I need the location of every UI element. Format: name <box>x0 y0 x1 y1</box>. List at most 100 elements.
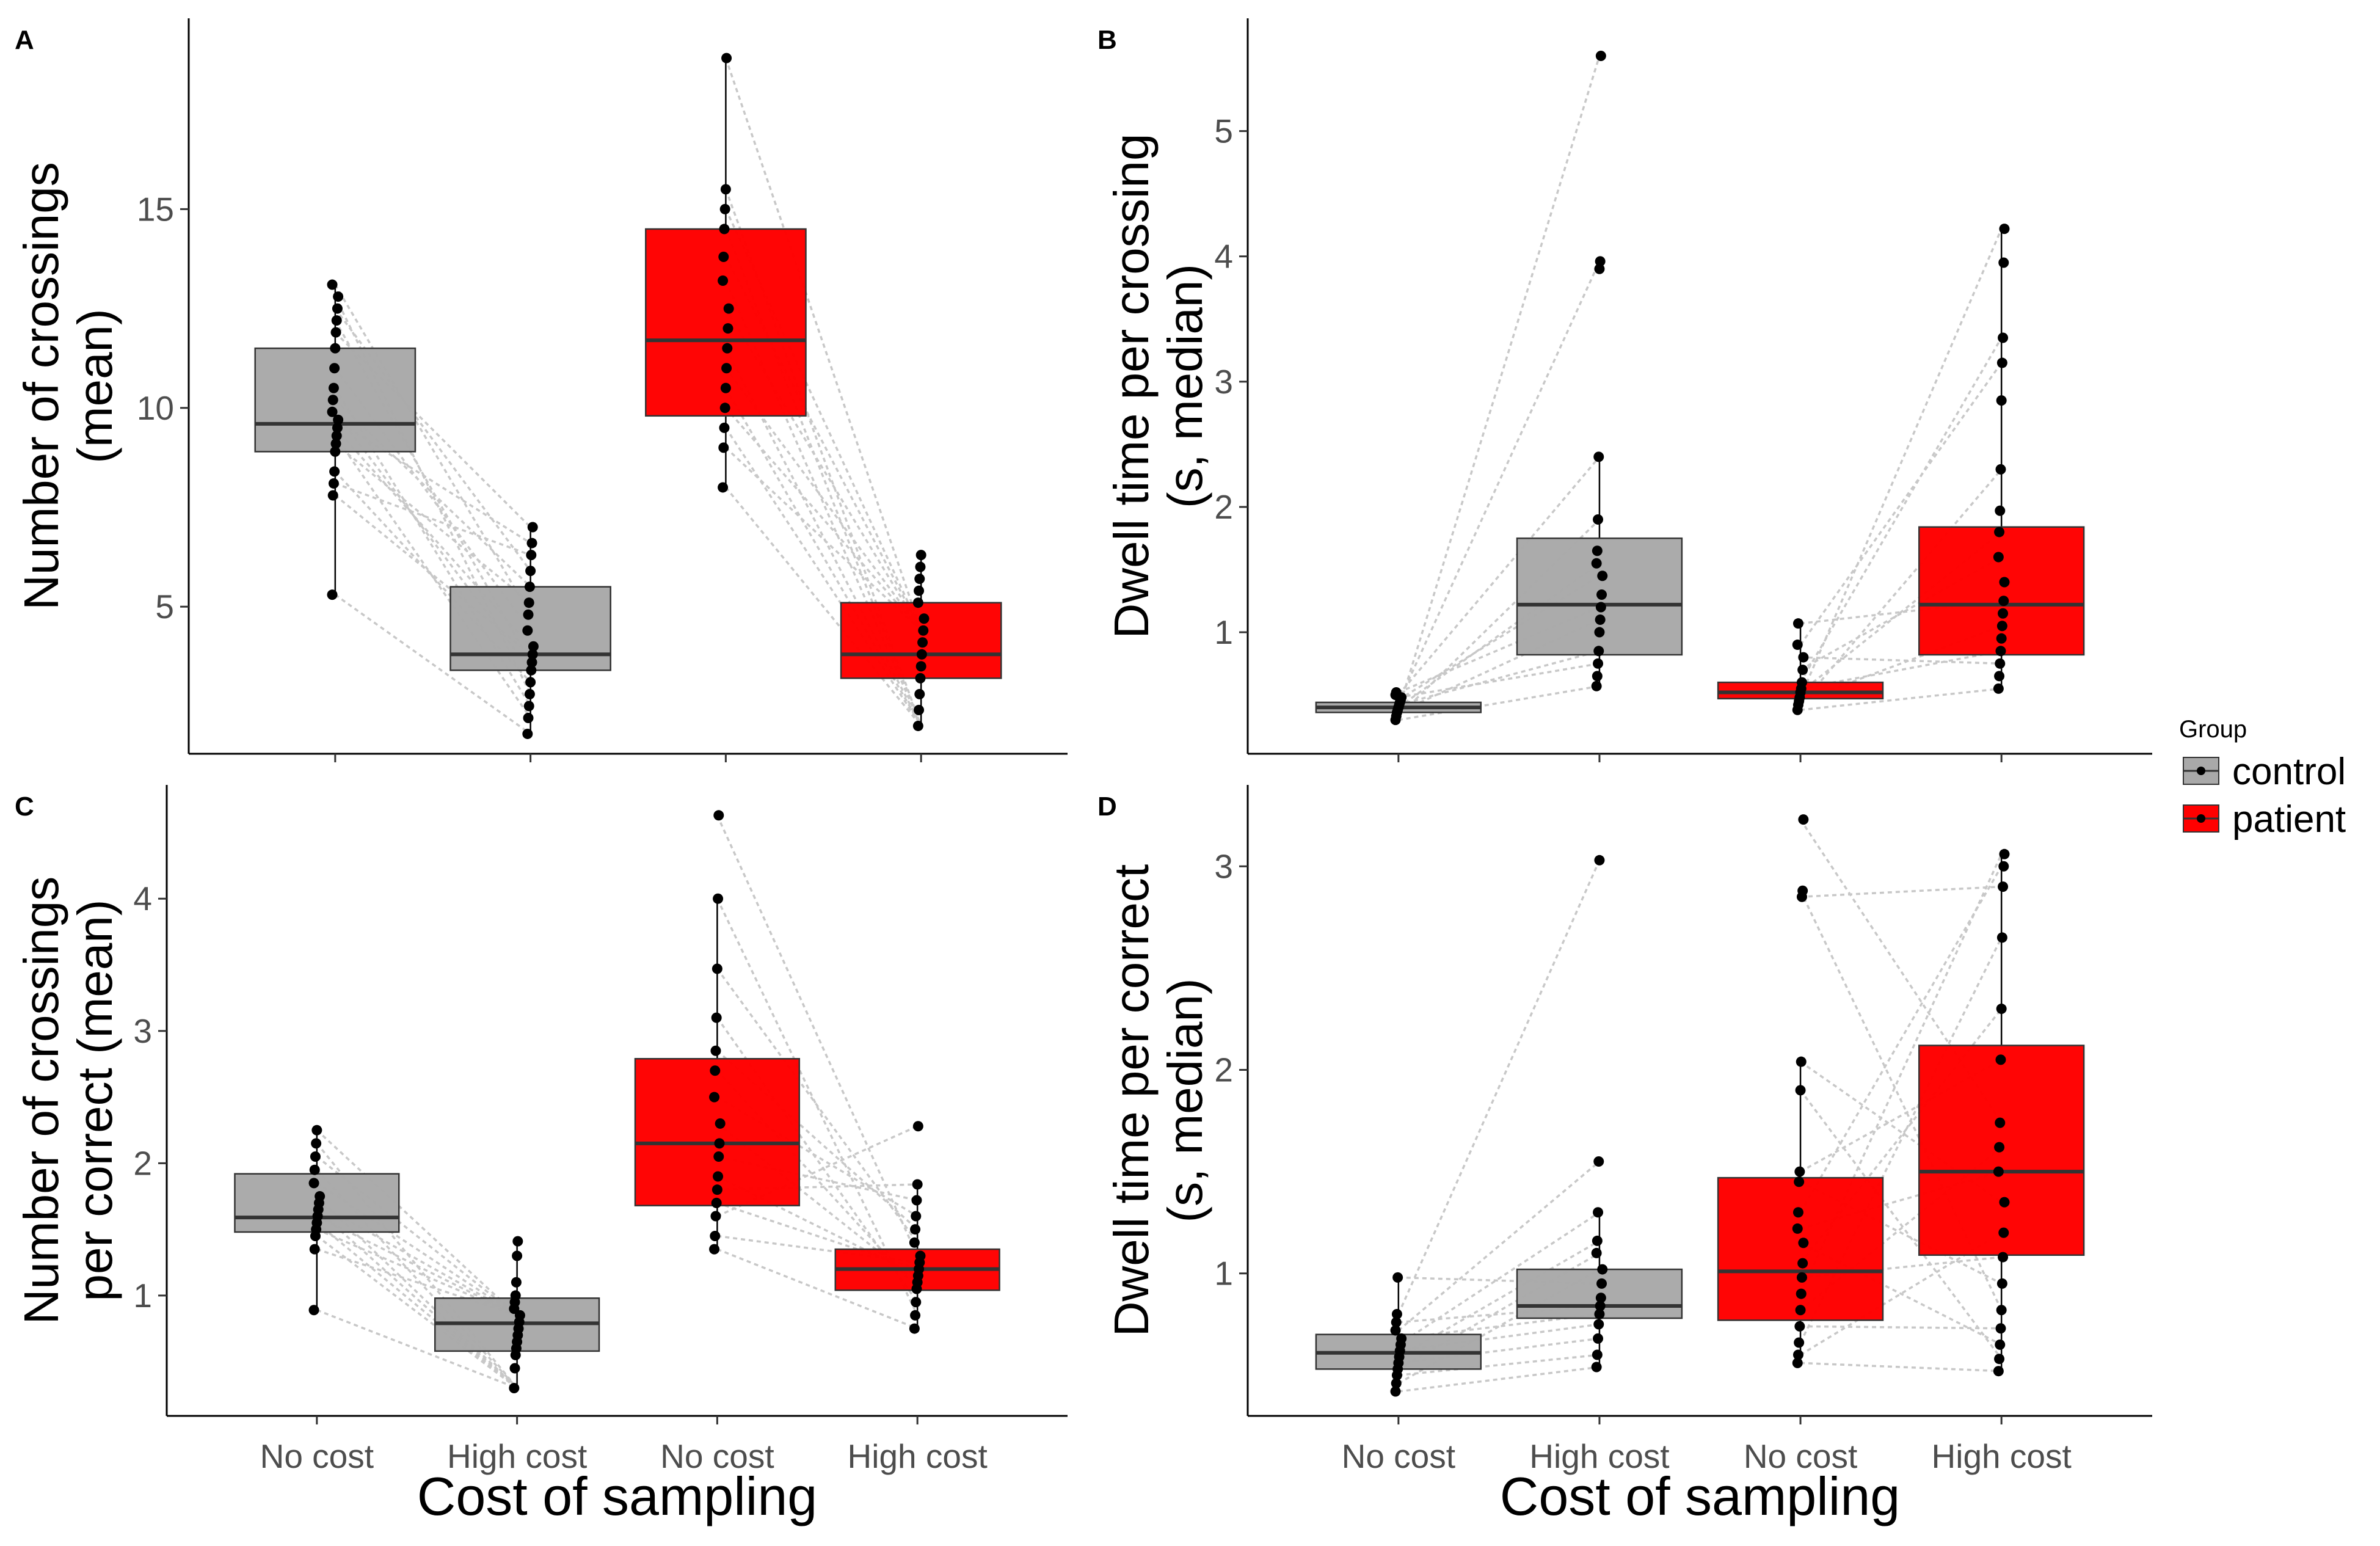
panel-a-point <box>915 673 926 684</box>
panel-a-point <box>917 637 928 648</box>
panel-a-pair-line <box>724 256 922 632</box>
panel-d-ylabel-line: Dwell time per correct <box>1104 864 1159 1337</box>
panel-b-point <box>1594 263 1605 274</box>
panel-b-point <box>1998 608 2009 619</box>
panel-c-pair-line <box>716 815 919 1256</box>
panel-a-point <box>523 597 534 608</box>
panel-b-pair-line <box>1398 685 1600 721</box>
panel-c-ylabel-line: Number of crossings <box>14 877 68 1325</box>
panel-a-point <box>327 589 338 600</box>
panel-c-point <box>311 1125 322 1136</box>
panel-a-point <box>522 728 533 739</box>
panel-b-pair-line <box>1397 562 1600 709</box>
panel-c-point <box>909 1323 920 1334</box>
panel-a-pair-line <box>725 447 922 632</box>
panel-d-point <box>1798 814 1809 825</box>
panel-a-point <box>719 203 730 214</box>
panel-c-point <box>911 1195 922 1206</box>
panel-a-point <box>523 701 534 712</box>
panel-b-point <box>1996 395 2007 406</box>
panel-b-point <box>1999 224 2010 235</box>
panel-a-pair-line <box>334 331 531 528</box>
panel-b-point <box>1996 621 2007 632</box>
panel-c-pair-line <box>316 1309 518 1390</box>
panel-a-point <box>721 363 732 374</box>
panel-a-point <box>524 582 535 593</box>
panel-a-ylabel: Number of crossings(mean) <box>14 162 122 610</box>
panel-d-pair-line <box>1799 890 2003 1311</box>
panel-d-point <box>1593 1156 1604 1167</box>
panel-b-point <box>1995 505 2006 516</box>
panel-b-point <box>1798 652 1809 663</box>
panel-a-point <box>718 442 729 453</box>
panel-b-ytick-label: 5 <box>1214 112 1233 150</box>
panel-d-pair-line <box>1799 866 2003 1213</box>
panel-d-point <box>1796 1288 1807 1299</box>
panel-d-point <box>1594 855 1605 866</box>
panel-a-point <box>915 661 926 672</box>
panel-c-point <box>309 1164 320 1175</box>
panel-d-box-3 <box>1918 854 2085 1371</box>
panel-a-point <box>912 720 923 731</box>
panel-c-point <box>713 893 724 904</box>
panel-c-xtick-label: No cost <box>260 1437 374 1475</box>
panel-c-xtick-label: High cost <box>848 1437 988 1475</box>
panel-d-point <box>1995 1117 2006 1128</box>
panel-a-point <box>719 224 730 235</box>
panel-d-pair-line <box>1397 1211 1600 1346</box>
panel-d-pair-line <box>1800 1242 2002 1346</box>
panel-a-ylabel-line: Number of crossings <box>14 162 68 610</box>
panel-b-point <box>1592 545 1603 556</box>
panel-a-point <box>328 382 339 393</box>
panel-a-point <box>524 688 535 699</box>
panel-a-ytick-label: 10 <box>137 389 174 427</box>
panel-b-pair-line <box>1799 362 2003 646</box>
panel-c-point <box>715 1118 726 1129</box>
panel-b-point <box>1593 658 1604 669</box>
panel-c-letter: C <box>15 792 34 822</box>
panel-d-point <box>1391 1378 1402 1389</box>
panel-a-ytick-label: 5 <box>155 588 174 625</box>
panel-b-ylabel: Dwell time per crossing(s, median) <box>1104 134 1212 639</box>
panel-c-point <box>511 1277 522 1288</box>
panel-c-point <box>713 1151 724 1162</box>
panel-b-point <box>1998 596 2009 607</box>
panel-d-point <box>1594 1308 1605 1319</box>
panel-b-pair-line <box>1398 662 1600 699</box>
panel-a-point <box>327 490 338 501</box>
panel-a-point <box>523 712 534 723</box>
panel-d-point <box>1794 1337 1805 1348</box>
panel-c-point <box>310 1151 321 1162</box>
panel-d-point <box>1795 1305 1806 1316</box>
panel-a-point <box>526 538 537 549</box>
panel-c-point <box>910 1224 921 1235</box>
panel-c-point <box>711 1197 722 1208</box>
panel-b-point <box>1996 633 2007 644</box>
panel-a-point <box>915 561 926 572</box>
panel-d-pair-line <box>1398 1354 1600 1377</box>
panel-d-point <box>1595 1293 1606 1304</box>
panel-d-pair-line <box>1800 1362 2002 1373</box>
panel-c-point <box>711 963 722 974</box>
panel-d-ytick-label: 1 <box>1214 1255 1233 1293</box>
panel-d-point <box>1391 1308 1402 1319</box>
panel-d-point <box>1392 1272 1403 1283</box>
panel-d-xtick-label: High cost <box>1529 1437 1669 1475</box>
panel-a-point <box>718 275 729 286</box>
panel-a-point <box>330 343 341 354</box>
panel-c-point <box>709 1244 720 1255</box>
panel-a-point <box>718 251 729 262</box>
panel-d-point <box>1593 1207 1604 1218</box>
panel-a-point <box>919 613 930 624</box>
panel-b-pair-line <box>1799 337 2003 683</box>
panel-d-point <box>1996 1305 2007 1316</box>
legend: Group control patient <box>2179 716 2346 840</box>
panel-b-point <box>1591 680 1602 691</box>
panel-a-point <box>720 184 731 195</box>
panel-a-point <box>916 649 927 660</box>
panel-a-point <box>331 430 342 441</box>
panel-a-point <box>914 574 925 585</box>
panel-c-ylabel: Number of crossingsper correct (mean) <box>14 877 122 1325</box>
panel-a-point <box>332 303 343 314</box>
